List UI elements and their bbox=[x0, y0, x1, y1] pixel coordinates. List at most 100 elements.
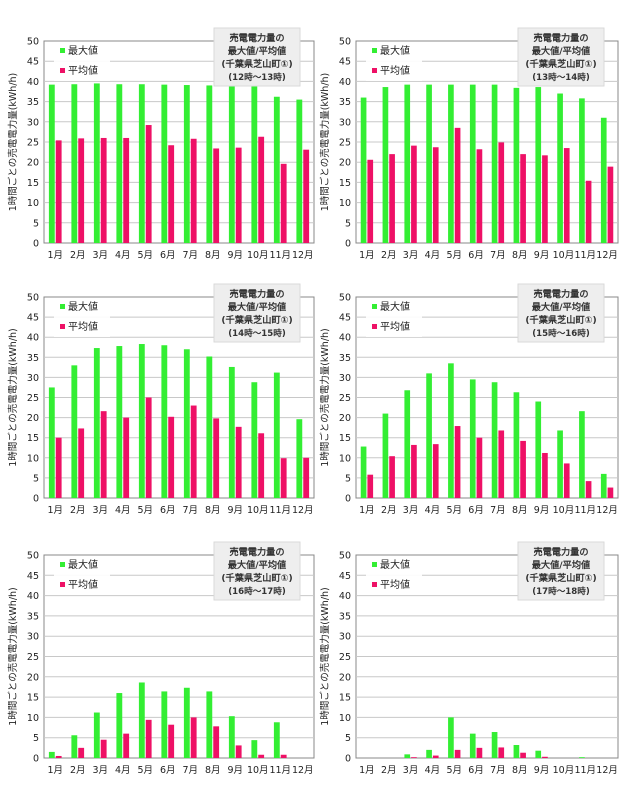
max-bar bbox=[116, 693, 123, 758]
y-tick-label: 50 bbox=[27, 37, 39, 48]
legend-label: 最大値 bbox=[380, 44, 410, 57]
y-tick-label: 20 bbox=[339, 413, 351, 424]
x-tick-label: 3月 bbox=[92, 765, 108, 776]
x-tick-label: 8月 bbox=[512, 250, 528, 261]
x-tick-label: 11月 bbox=[269, 765, 291, 776]
x-tick-label: 1月 bbox=[47, 505, 63, 516]
max-bar bbox=[71, 365, 78, 498]
x-tick-label: 6月 bbox=[468, 250, 484, 261]
avg-bar bbox=[542, 155, 548, 243]
chart-title-line: (12時〜13時) bbox=[228, 71, 286, 83]
y-tick-label: 45 bbox=[27, 571, 39, 582]
y-tick-label: 10 bbox=[339, 198, 351, 209]
max-bar bbox=[469, 84, 476, 243]
chart-title-line: 売電電力量の bbox=[532, 32, 588, 44]
avg-bar bbox=[280, 163, 287, 243]
max-bar bbox=[228, 366, 235, 498]
y-tick-label: 50 bbox=[339, 551, 351, 562]
legend-label: 最大値 bbox=[68, 558, 98, 571]
chart-panel-4: 0 5 10 15 20 25 30 35 40 45 50 1時間ごとの売電電力量(kWh/h) 1月… bbox=[319, 283, 619, 516]
avg-bar bbox=[55, 140, 62, 243]
legend-swatch bbox=[372, 582, 377, 587]
max-bar bbox=[404, 84, 411, 243]
x-tick-label: 2月 bbox=[70, 765, 86, 776]
legend-swatch bbox=[60, 582, 65, 587]
x-tick-label: 1月 bbox=[47, 250, 63, 261]
y-tick-label: 15 bbox=[339, 693, 351, 704]
avg-bar bbox=[145, 125, 152, 243]
y-tick-label: 45 bbox=[339, 571, 351, 582]
x-tick-label: 1月 bbox=[359, 765, 375, 776]
x-tick-label: 12月 bbox=[292, 505, 314, 516]
avg-bar bbox=[476, 437, 483, 498]
legend-label: 平均値 bbox=[380, 320, 410, 333]
avg-bar bbox=[432, 444, 439, 498]
y-tick-label: 25 bbox=[27, 393, 39, 404]
y-tick-label: 45 bbox=[339, 57, 351, 68]
y-tick-label: 35 bbox=[27, 353, 39, 364]
max-bar bbox=[296, 419, 303, 498]
x-tick-label: 10月 bbox=[247, 765, 269, 776]
avg-bar bbox=[303, 149, 310, 243]
max-bar bbox=[360, 446, 367, 498]
x-tick-label: 4月 bbox=[115, 765, 131, 776]
y-axis-label: 1時間ごとの売電電力量(kWh/h) bbox=[7, 73, 19, 212]
max-bar bbox=[161, 691, 168, 758]
title-box bbox=[517, 283, 605, 343]
y-tick-label: 30 bbox=[27, 117, 39, 128]
x-tick-label: 6月 bbox=[160, 505, 176, 516]
x-tick-label: 4月 bbox=[115, 250, 131, 261]
y-tick-label: 35 bbox=[27, 97, 39, 108]
y-tick-label: 5 bbox=[33, 218, 39, 229]
avg-bar bbox=[389, 154, 395, 243]
title-box bbox=[517, 27, 605, 87]
avg-bar bbox=[145, 397, 152, 498]
x-tick-label: 10月 bbox=[247, 250, 269, 261]
x-tick-label: 7月 bbox=[490, 250, 506, 261]
max-bar bbox=[448, 717, 454, 758]
y-tick-label: 5 bbox=[345, 733, 351, 744]
y-tick-label: 20 bbox=[339, 158, 351, 169]
max-bar bbox=[273, 372, 280, 498]
max-bar bbox=[360, 97, 367, 243]
legend-swatch bbox=[60, 324, 65, 329]
max-bar bbox=[600, 473, 607, 498]
x-tick-label: 6月 bbox=[160, 250, 176, 261]
y-tick-label: 40 bbox=[27, 591, 39, 602]
x-tick-label: 5月 bbox=[137, 765, 153, 776]
avg-bar bbox=[476, 747, 483, 758]
y-tick-label: 45 bbox=[27, 313, 39, 324]
x-tick-label: 9月 bbox=[534, 505, 550, 516]
y-tick-label: 15 bbox=[27, 178, 39, 189]
max-bar bbox=[426, 373, 432, 498]
chart-title-line: (千葉県芝山町①) bbox=[525, 58, 596, 70]
avg-bar bbox=[542, 452, 548, 498]
chart-title-line: (千葉県芝山町①) bbox=[525, 572, 596, 584]
avg-bar bbox=[367, 159, 374, 243]
x-tick-label: 12月 bbox=[596, 250, 618, 261]
y-tick-label: 10 bbox=[27, 713, 39, 724]
chart-title-line: 最大値/平均値 bbox=[532, 559, 591, 571]
y-tick-label: 5 bbox=[33, 473, 39, 484]
x-tick-label: 6月 bbox=[160, 765, 176, 776]
y-tick-label: 15 bbox=[339, 433, 351, 444]
chart-title-line: 最大値/平均値 bbox=[228, 45, 287, 57]
x-tick-label: 5月 bbox=[137, 250, 153, 261]
avg-bar bbox=[100, 137, 107, 243]
avg-bar bbox=[563, 463, 570, 498]
x-tick-label: 9月 bbox=[227, 765, 243, 776]
avg-bar bbox=[498, 747, 505, 758]
y-tick-label: 30 bbox=[339, 632, 351, 643]
x-tick-label: 5月 bbox=[446, 765, 462, 776]
max-bar bbox=[71, 735, 78, 758]
max-bar bbox=[138, 84, 145, 243]
y-tick-label: 0 bbox=[345, 494, 351, 505]
max-bar bbox=[251, 382, 258, 498]
legend-label: 平均値 bbox=[68, 578, 98, 591]
chart-title-line: 最大値/平均値 bbox=[228, 301, 287, 313]
x-tick-label: 10月 bbox=[553, 505, 575, 516]
max-bar bbox=[513, 745, 520, 758]
avg-bar bbox=[432, 147, 439, 243]
avg-bar bbox=[123, 417, 130, 498]
legend-swatch bbox=[60, 68, 65, 73]
